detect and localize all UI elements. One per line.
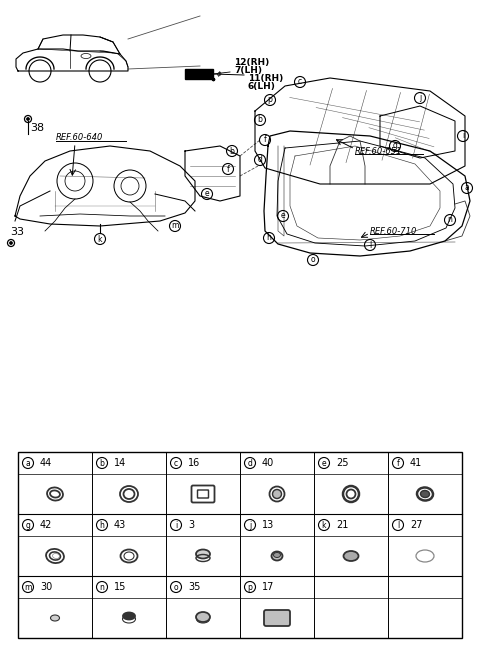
Text: e: e — [204, 190, 209, 199]
Text: a: a — [465, 184, 469, 192]
Text: i: i — [175, 520, 177, 529]
Text: f: f — [396, 459, 399, 468]
Ellipse shape — [274, 552, 280, 558]
Bar — [185, 69, 213, 79]
Text: g: g — [393, 142, 397, 150]
Text: 15: 15 — [114, 582, 126, 592]
Text: p: p — [267, 96, 273, 104]
Text: h: h — [266, 234, 271, 243]
Text: f: f — [227, 165, 229, 173]
Text: m: m — [24, 583, 32, 592]
Text: 44: 44 — [40, 458, 52, 468]
Text: j: j — [249, 520, 251, 529]
Text: REF.60-651: REF.60-651 — [355, 146, 402, 155]
Text: i: i — [462, 131, 464, 140]
Text: 40: 40 — [262, 458, 274, 468]
Text: h: h — [99, 520, 105, 529]
Text: k: k — [322, 520, 326, 529]
Text: 43: 43 — [114, 520, 126, 530]
Text: 17: 17 — [262, 582, 275, 592]
Circle shape — [26, 117, 29, 121]
Text: n: n — [447, 216, 453, 224]
Text: 41: 41 — [410, 458, 422, 468]
Text: d: d — [248, 459, 252, 468]
Text: b: b — [258, 115, 263, 125]
Ellipse shape — [50, 615, 60, 621]
Text: 42: 42 — [40, 520, 52, 530]
Text: o: o — [174, 583, 178, 592]
Text: 25: 25 — [336, 458, 348, 468]
Text: e: e — [322, 459, 326, 468]
Text: 30: 30 — [40, 582, 52, 592]
Text: k: k — [98, 234, 102, 243]
Bar — [18, 452, 462, 638]
Text: c: c — [298, 77, 302, 87]
Text: 7(LH): 7(LH) — [234, 66, 262, 75]
Text: o: o — [311, 255, 315, 264]
Text: 38: 38 — [30, 123, 44, 133]
Text: j: j — [419, 94, 421, 102]
Text: 12(RH): 12(RH) — [234, 58, 269, 66]
Text: 11(RH): 11(RH) — [248, 73, 283, 83]
Text: n: n — [99, 583, 105, 592]
Text: 3: 3 — [188, 520, 194, 530]
Text: b: b — [99, 459, 105, 468]
Text: p: p — [248, 583, 252, 592]
Text: 16: 16 — [188, 458, 200, 468]
Circle shape — [10, 241, 12, 245]
FancyBboxPatch shape — [264, 610, 290, 626]
Text: a: a — [25, 459, 30, 468]
Text: 13: 13 — [262, 520, 274, 530]
Text: REF.60-710: REF.60-710 — [370, 226, 418, 236]
Text: 6(LH): 6(LH) — [248, 81, 276, 91]
Text: c: c — [174, 459, 178, 468]
Text: d: d — [258, 155, 263, 165]
Ellipse shape — [273, 489, 281, 499]
Text: 27: 27 — [410, 520, 422, 530]
Ellipse shape — [196, 550, 210, 558]
Text: l: l — [369, 241, 371, 249]
Text: REF.60-640: REF.60-640 — [56, 134, 103, 142]
Ellipse shape — [123, 613, 135, 619]
Text: $\phi$: $\phi$ — [216, 69, 222, 79]
Ellipse shape — [196, 612, 210, 622]
Ellipse shape — [344, 551, 359, 561]
Text: 35: 35 — [188, 582, 200, 592]
Text: 33: 33 — [10, 227, 24, 237]
Text: f: f — [264, 136, 266, 144]
Text: b: b — [229, 146, 234, 155]
Ellipse shape — [272, 552, 283, 560]
Text: e: e — [281, 211, 285, 220]
Text: g: g — [25, 520, 30, 529]
Text: l: l — [397, 520, 399, 529]
Text: 21: 21 — [336, 520, 348, 530]
Ellipse shape — [420, 491, 430, 497]
Text: m: m — [171, 222, 179, 230]
Text: 14: 14 — [114, 458, 126, 468]
